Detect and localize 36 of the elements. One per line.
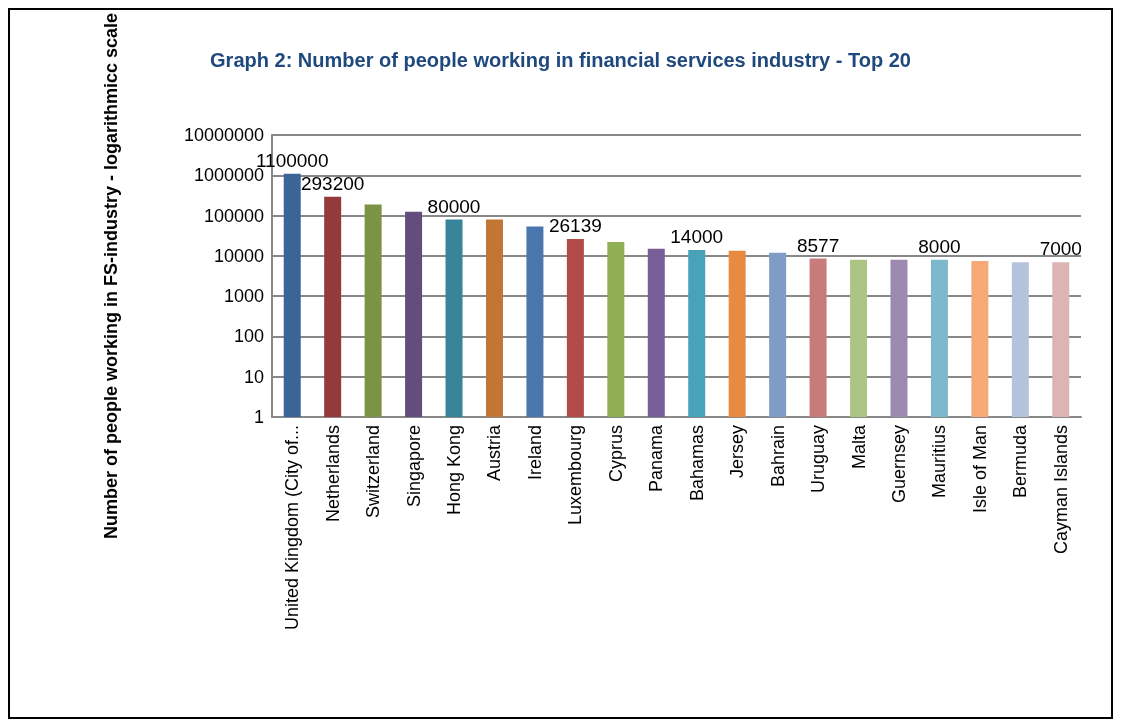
data-label: 8577 xyxy=(796,234,840,256)
x-tick-label: Bahrain xyxy=(767,425,788,488)
x-tick-label: Switzerland xyxy=(363,425,384,519)
data-label: 293200 xyxy=(300,172,365,194)
x-tick-label: Bermuda xyxy=(1010,424,1031,499)
x-tick-label: Luxembourg xyxy=(565,425,586,526)
x-tick-label: United Kingdom (City of... xyxy=(282,425,303,631)
x-tick-label: Austria xyxy=(484,424,505,482)
x-tick-label: Uruguay xyxy=(808,425,829,494)
x-tick-label: Hong Kong xyxy=(444,425,465,516)
x-tick-label: Cayman Islands xyxy=(1050,425,1071,555)
data-label: 80000 xyxy=(427,195,481,217)
x-tick-label: Isle of Man xyxy=(969,425,990,514)
x-tick-label: Panama xyxy=(646,424,667,493)
x-tick-label: Bahamas xyxy=(686,425,707,502)
x-tick-label: Jersey xyxy=(727,425,748,479)
y-tick-label: 1 xyxy=(253,407,264,427)
x-tick-label: Singapore xyxy=(403,425,424,508)
x-tick-label: Cyprus xyxy=(605,425,626,483)
y-tick-label: 100 xyxy=(233,326,264,347)
y-tick-label: 1000 xyxy=(223,286,264,307)
x-tick-label: Guernsey xyxy=(888,425,909,504)
y-tick-label: 10000000 xyxy=(183,125,264,146)
data-label: 7000 xyxy=(1039,238,1082,260)
y-tick-label: 10000 xyxy=(213,245,264,266)
x-tick-label: Netherlands xyxy=(322,425,343,523)
data-label: 14000 xyxy=(670,226,724,248)
chart-title: Graph 2: Number of people working in financial services industry - Top 20 xyxy=(210,49,911,71)
x-tick-label: Malta xyxy=(848,424,869,470)
data-label: 26139 xyxy=(548,215,602,237)
x-tick-label: Mauritius xyxy=(929,425,950,499)
x-tick-label: Ireland xyxy=(524,425,545,481)
data-label: 8000 xyxy=(918,235,961,257)
y-tick-label: 10 xyxy=(243,366,264,387)
y-axis-title: Number of people working in FS-industry - logarithmicc scale xyxy=(101,13,121,540)
y-tick-label: 100000 xyxy=(203,205,264,226)
